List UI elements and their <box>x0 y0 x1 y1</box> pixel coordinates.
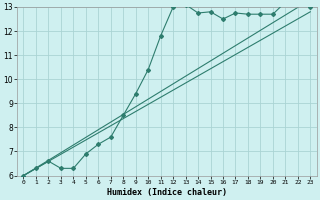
X-axis label: Humidex (Indice chaleur): Humidex (Indice chaleur) <box>107 188 227 197</box>
